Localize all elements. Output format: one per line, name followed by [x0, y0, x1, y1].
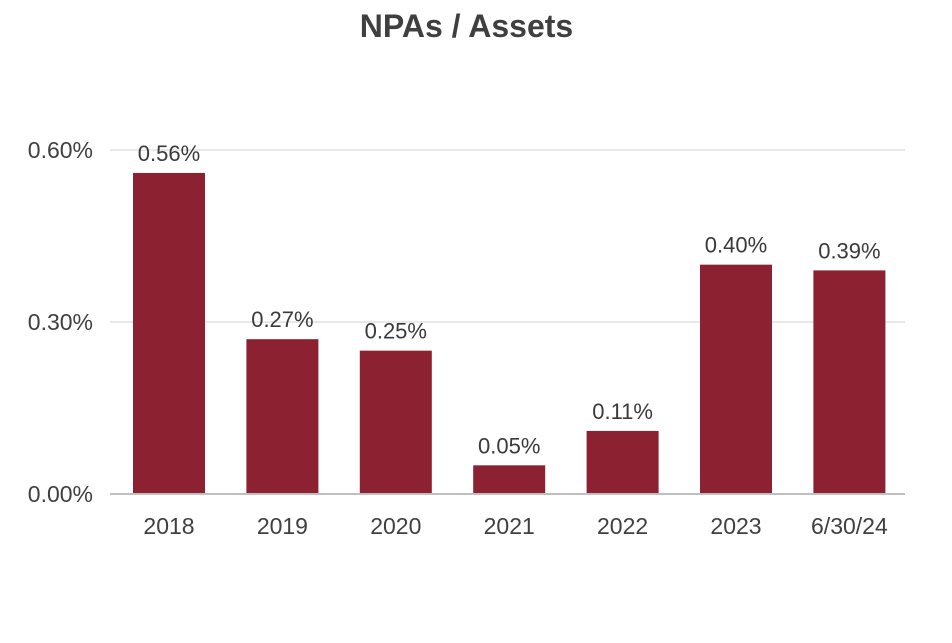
gridlines	[110, 149, 905, 323]
bars	[133, 172, 886, 494]
data-label: 0.39%	[818, 238, 880, 263]
x-tick-label: 2022	[597, 513, 648, 539]
data-label: 0.11%	[592, 399, 653, 424]
bar	[133, 172, 205, 494]
data-label: 0.25%	[365, 319, 427, 344]
bar	[813, 270, 886, 494]
x-axis-tick-labels: 2018 2019 2020 2021 2022 2023 6/30/24	[143, 513, 888, 539]
y-axis-tick-labels: 0.00% 0.30% 0.60%	[28, 137, 93, 507]
y-tick-label: 0.60%	[28, 137, 93, 163]
y-tick-label: 0.30%	[28, 309, 93, 335]
x-tick-label: 2021	[484, 513, 535, 539]
data-label: 0.40%	[705, 233, 767, 258]
x-tick-label: 2020	[370, 513, 421, 539]
data-label: 0.56%	[138, 141, 200, 166]
data-labels: 0.56% 0.27% 0.25% 0.05% 0.11% 0.40% 0.39%	[138, 141, 881, 458]
x-tick-label: 2019	[257, 513, 308, 539]
y-tick-label: 0.00%	[28, 481, 93, 507]
bar	[586, 430, 659, 494]
data-label: 0.05%	[478, 433, 540, 458]
chart-title: NPAs / Assets	[359, 8, 574, 44]
bar	[700, 264, 772, 494]
data-label: 0.27%	[251, 307, 313, 332]
x-tick-label: 2018	[143, 513, 194, 539]
bar	[246, 339, 319, 494]
x-tick-label: 6/30/24	[811, 513, 888, 539]
bar	[359, 350, 432, 494]
x-tick-label: 2023	[710, 513, 761, 539]
bar	[473, 465, 546, 494]
